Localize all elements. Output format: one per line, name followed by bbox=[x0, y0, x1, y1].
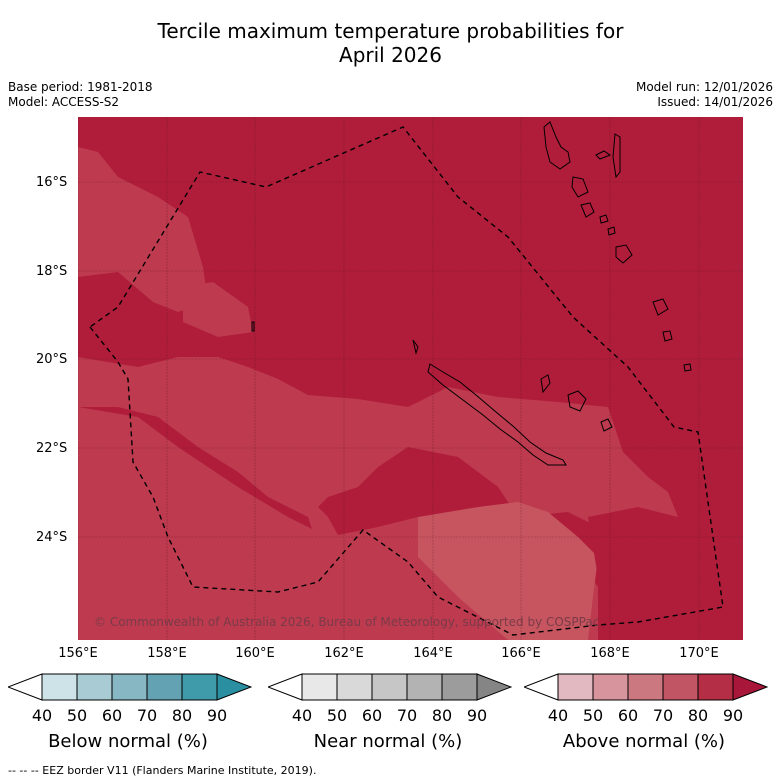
cb-above-tick-60: 60 bbox=[617, 706, 639, 725]
probability-map bbox=[78, 117, 743, 640]
region-south-lightest bbox=[418, 502, 598, 640]
cb-below-tick-60: 60 bbox=[101, 706, 123, 725]
cb-below-tick-40: 40 bbox=[31, 706, 53, 725]
loyalty-island-lifou bbox=[567, 390, 587, 412]
cb-below-tick-90: 90 bbox=[206, 706, 228, 725]
lon-label-156e: 156°E bbox=[58, 646, 98, 661]
cb-below-tick-80: 80 bbox=[171, 706, 193, 725]
colorbar-near-normal bbox=[268, 673, 512, 701]
cb-below-bin-60-70 bbox=[111, 673, 148, 701]
title-line-2: April 2026 bbox=[339, 43, 442, 67]
meta-left: Base period: 1981-2018 Model: ACCESS-S2 bbox=[8, 80, 153, 110]
cb-above-tick-90: 90 bbox=[722, 706, 744, 725]
lon-label-162e: 162°E bbox=[324, 646, 364, 661]
lat-label-24s: 24°S bbox=[36, 530, 68, 545]
cb-near-tick-40: 40 bbox=[291, 706, 313, 725]
cb-below-bin-40-50 bbox=[41, 673, 78, 701]
cb-above-bin-40-50 bbox=[557, 673, 594, 701]
vanuatu-small-isles bbox=[580, 202, 616, 236]
loyalty-island-ouvea bbox=[540, 374, 551, 394]
map-title: Tercile maximum temperature probabilitie… bbox=[0, 19, 781, 67]
cb-near-bin-60-70 bbox=[371, 673, 408, 701]
cb-above-tick-70: 70 bbox=[652, 706, 674, 725]
lat-label-18s: 18°S bbox=[36, 264, 68, 279]
vanuatu-pentecost bbox=[612, 133, 621, 179]
cb-below-tick-50: 50 bbox=[66, 706, 88, 725]
cb-near-tick-50: 50 bbox=[326, 706, 348, 725]
cb-near-title: Near normal (%) bbox=[313, 731, 463, 752]
colorbar-below-normal bbox=[8, 673, 252, 701]
eez-border bbox=[88, 126, 724, 636]
cb-near-bin-40-50 bbox=[301, 673, 338, 701]
region-west-lighter bbox=[78, 147, 208, 312]
cb-near-tick-60: 60 bbox=[361, 706, 383, 725]
meta-right: Model run: 12/01/2026 Issued: 14/01/2026 bbox=[636, 80, 773, 110]
lon-label-168e: 168°E bbox=[590, 646, 630, 661]
region-south-lighter bbox=[78, 357, 678, 547]
cb-below-lower-arrow bbox=[8, 673, 43, 701]
vanuatu-aneityum bbox=[683, 363, 692, 372]
lon-label-164e: 164°E bbox=[413, 646, 453, 661]
eez-legend-footer: -- -- -- EEZ border V11 (Flanders Marine… bbox=[8, 764, 317, 777]
issued-date: Issued: 14/01/2026 bbox=[657, 95, 773, 109]
cb-near-upper-arrow bbox=[476, 673, 512, 701]
cb-near-bin-70-80 bbox=[406, 673, 443, 701]
cb-above-tick-40: 40 bbox=[547, 706, 569, 725]
cb-below-bin-50-60 bbox=[76, 673, 113, 701]
vanuatu-erromango bbox=[652, 298, 669, 316]
cb-below-bin-80-90 bbox=[181, 673, 218, 701]
lon-label-158e: 158°E bbox=[147, 646, 187, 661]
cb-near-tick-70: 70 bbox=[396, 706, 418, 725]
cb-above-tick-80: 80 bbox=[687, 706, 709, 725]
new-caledonia-island bbox=[427, 363, 567, 466]
title-line-1: Tercile maximum temperature probabilitie… bbox=[157, 19, 624, 43]
vanuatu-espiritu-santo bbox=[543, 121, 571, 170]
lon-label-160e: 160°E bbox=[235, 646, 275, 661]
cb-above-bin-80-90 bbox=[697, 673, 734, 701]
vanuatu-ambae bbox=[595, 150, 612, 160]
cb-above-bin-60-70 bbox=[627, 673, 664, 701]
cb-below-title: Below normal (%) bbox=[48, 731, 208, 752]
loyalty-island-mare bbox=[600, 418, 613, 432]
cb-above-tick-50: 50 bbox=[582, 706, 604, 725]
region-southeast-dark bbox=[588, 487, 743, 640]
cb-near-bin-50-60 bbox=[336, 673, 373, 701]
islet-northwest bbox=[412, 339, 419, 355]
colorbar-above-normal bbox=[524, 673, 768, 701]
cb-below-bin-70-80 bbox=[146, 673, 183, 701]
lat-label-16s: 16°S bbox=[36, 175, 68, 190]
lat-label-22s: 22°S bbox=[36, 441, 68, 456]
vanuatu-malakula bbox=[571, 176, 589, 198]
islet-west bbox=[251, 321, 255, 332]
lat-label-20s: 20°S bbox=[36, 352, 68, 367]
cb-below-tick-70: 70 bbox=[136, 706, 158, 725]
vanuatu-tanna bbox=[662, 330, 673, 342]
cb-near-tick-90: 90 bbox=[466, 706, 488, 725]
cb-near-bin-80-90 bbox=[441, 673, 478, 701]
copyright-notice: © Commonwealth of Australia 2026, Bureau… bbox=[94, 615, 600, 629]
cb-above-bin-70-80 bbox=[662, 673, 699, 701]
model-name: Model: ACCESS-S2 bbox=[8, 95, 120, 109]
model-run: Model run: 12/01/2026 bbox=[635, 80, 773, 94]
cb-above-upper-arrow bbox=[732, 673, 768, 701]
lon-label-170e: 170°E bbox=[679, 646, 719, 661]
cb-below-upper-arrow bbox=[216, 673, 252, 701]
lon-label-166e: 166°E bbox=[501, 646, 541, 661]
cb-near-lower-arrow bbox=[268, 673, 303, 701]
cb-above-title: Above normal (%) bbox=[562, 731, 726, 752]
region-west-pocket bbox=[183, 282, 253, 337]
cb-near-tick-80: 80 bbox=[431, 706, 453, 725]
cb-above-bin-50-60 bbox=[592, 673, 629, 701]
base-period: Base period: 1981-2018 bbox=[8, 80, 153, 94]
cb-above-lower-arrow bbox=[524, 673, 559, 701]
vanuatu-efate bbox=[615, 244, 633, 264]
